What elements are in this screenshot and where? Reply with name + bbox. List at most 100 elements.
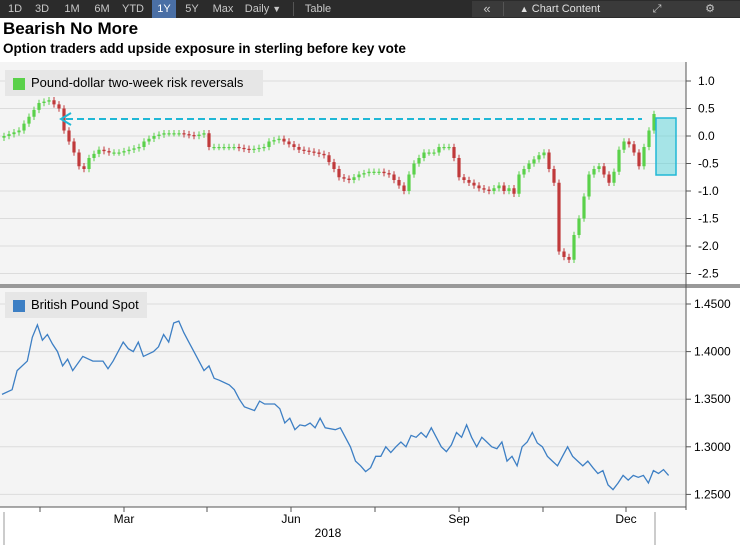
candle-body	[72, 141, 76, 153]
candle-body	[127, 149, 131, 152]
candle-body	[272, 140, 276, 142]
candle-body	[232, 147, 236, 149]
candle-body	[612, 171, 616, 183]
range-1m-button[interactable]: 1M	[64, 3, 80, 15]
candle-body	[82, 166, 86, 169]
range-ytd-button[interactable]: YTD	[122, 3, 144, 15]
y-tick-label: 1.2500	[694, 487, 731, 501]
candle-body	[327, 155, 331, 163]
legend-label-gbp-spot: British Pound Spot	[31, 297, 139, 312]
candle-body	[47, 100, 51, 102]
candle-body	[262, 147, 266, 149]
candle-body	[467, 180, 471, 183]
expand-icon[interactable]: ⤢	[652, 3, 662, 15]
candle-body	[532, 159, 536, 164]
candle-body	[152, 136, 156, 139]
candle-body	[477, 185, 481, 189]
candle-body	[142, 141, 146, 147]
y-tick-label: -1.0	[698, 184, 719, 198]
candle-body	[352, 177, 356, 180]
y-tick-label: 1.0	[698, 74, 715, 88]
candle-body	[617, 149, 621, 172]
candle-body	[562, 251, 566, 257]
candle-body	[582, 196, 586, 219]
candle-body	[417, 158, 421, 164]
candle-body	[392, 174, 396, 180]
frequency-label: Daily	[244, 3, 270, 15]
candle-body	[442, 147, 446, 149]
candle-body	[317, 152, 321, 154]
y-tick-label: 0.5	[698, 102, 715, 116]
risk-reversal-candles	[2, 96, 656, 264]
candle-body	[637, 152, 641, 167]
x-tick-labels: Mar Jun Sep Dec	[3, 507, 656, 545]
candle-body	[67, 130, 71, 142]
candle-body	[377, 171, 381, 173]
table-button[interactable]: Table	[304, 3, 332, 15]
range-6m-button[interactable]: 6M	[94, 3, 110, 15]
candle-body	[27, 116, 31, 124]
candle-body	[572, 235, 576, 260]
candle-body	[557, 182, 561, 252]
year-label: 2018	[315, 526, 342, 540]
collapse-icon[interactable]: «	[483, 1, 491, 16]
gbp-spot-line	[1, 320, 670, 491]
candle-body	[387, 173, 391, 175]
range-max-button[interactable]: Max	[212, 3, 234, 15]
candle-body	[202, 133, 206, 135]
candle-body	[412, 163, 416, 175]
candle-body	[197, 134, 201, 136]
highlight-box	[655, 117, 677, 176]
candle-body	[332, 162, 336, 169]
candle-body	[452, 147, 456, 158]
candle-body	[222, 147, 226, 149]
x-tick-label: Mar	[114, 512, 135, 526]
candle-body	[227, 147, 231, 149]
legend-swatch-blue	[13, 299, 25, 312]
candle-body	[482, 188, 486, 190]
candle-body	[457, 158, 461, 178]
candle-body	[292, 144, 296, 147]
candle-body	[647, 130, 651, 147]
candle-body	[307, 150, 311, 152]
candle-body	[342, 177, 346, 179]
candle-body	[37, 103, 41, 110]
toolbar-divider	[293, 2, 294, 16]
frequency-dropdown[interactable]: Daily ▼	[240, 0, 286, 18]
chart-content-button[interactable]: ▲ Chart Content	[510, 0, 610, 18]
range-3d-button[interactable]: 3D	[34, 3, 50, 15]
candle-body	[62, 108, 66, 131]
candle-body	[157, 134, 161, 136]
candle-body	[472, 182, 476, 186]
candle-body	[237, 147, 241, 149]
candle-body	[567, 257, 571, 260]
range-1d-button[interactable]: 1D	[7, 3, 23, 15]
candle-body	[552, 169, 556, 183]
candle-body	[357, 174, 361, 178]
candle-body	[32, 109, 36, 117]
candle-body	[402, 185, 406, 191]
candle-body	[22, 123, 26, 131]
candle-body	[627, 141, 631, 145]
candle-body	[252, 148, 256, 151]
candle-body	[7, 134, 11, 136]
candle-body	[247, 148, 251, 151]
candle-body	[517, 174, 521, 194]
candle-body	[217, 147, 221, 149]
candle-body	[427, 152, 431, 154]
y-tick-label: 1.3000	[694, 440, 731, 454]
settings-gear-icon[interactable]: ⚙	[705, 3, 715, 15]
candle-body	[147, 138, 151, 142]
bottom-y-tick-labels: 1.4500 1.4000 1.3500 1.3000 1.2500	[686, 297, 731, 501]
candle-body	[257, 147, 261, 150]
candle-body	[212, 147, 216, 149]
range-1y-button[interactable]: 1Y	[152, 0, 176, 18]
candle-body	[87, 158, 91, 169]
candle-body	[182, 133, 186, 135]
candle-body	[502, 185, 506, 191]
candle-body	[322, 153, 326, 156]
candle-body	[652, 114, 656, 131]
range-5y-button[interactable]: 5Y	[185, 3, 199, 15]
candle-body	[172, 133, 176, 135]
candle-body	[242, 147, 246, 150]
